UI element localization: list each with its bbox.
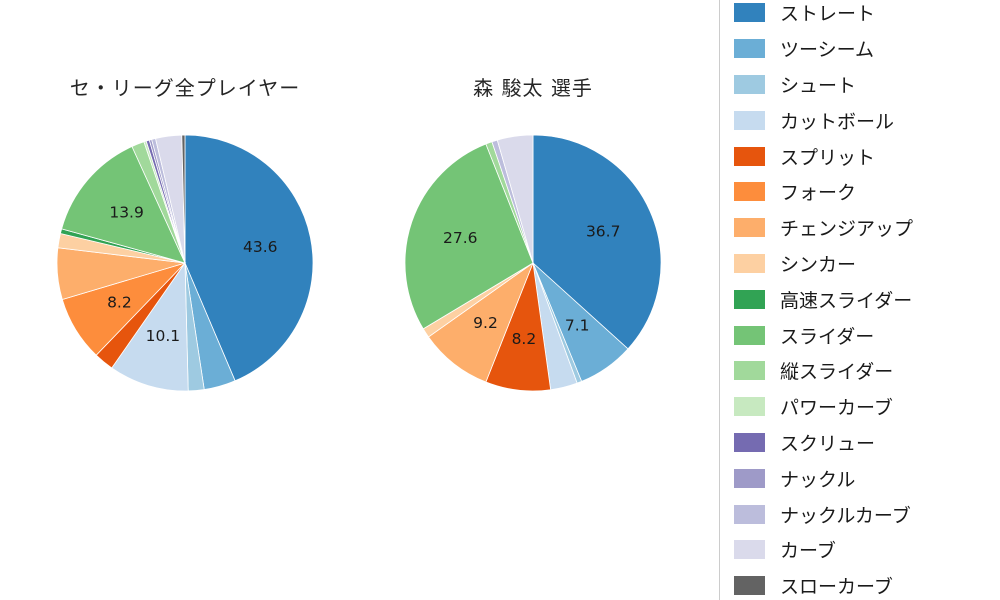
legend-item-label: ナックル bbox=[780, 468, 856, 491]
legend-item: スクリュー bbox=[734, 425, 1000, 461]
pie-slice-label: 10.1 bbox=[146, 327, 181, 345]
pie-slice-label: 9.2 bbox=[473, 314, 498, 332]
pie-slice-label: 13.9 bbox=[109, 204, 144, 222]
pie-slice-カーブ bbox=[496, 134, 534, 264]
pie-slice-label: 43.6 bbox=[243, 238, 278, 256]
legend-item: ストレート bbox=[734, 0, 1000, 31]
legend-item: ナックルカーブ bbox=[734, 496, 1000, 532]
legend-swatch bbox=[734, 325, 765, 345]
legend-item-label: スプリット bbox=[780, 146, 876, 169]
legend-swatch bbox=[734, 576, 765, 596]
pie-chart-league-all-players: 43.6 10.1 8.2 13.9 bbox=[56, 134, 314, 392]
legend-swatch bbox=[734, 397, 765, 417]
legend-swatch bbox=[734, 146, 765, 166]
pie-slice-ストレート bbox=[532, 134, 662, 350]
legend-swatch bbox=[734, 504, 765, 524]
legend-swatch bbox=[734, 253, 765, 273]
legend-item: シュート bbox=[734, 67, 1000, 103]
legend-swatch bbox=[734, 39, 765, 59]
right-chart-title: 森 駿太 選手 bbox=[473, 76, 593, 100]
legend-swatch bbox=[734, 432, 765, 452]
pie-chart-player-mori-shunta: 36.7 7.1 8.2 9.2 27.6 bbox=[404, 134, 662, 392]
legend-item: シンカー bbox=[734, 246, 1000, 282]
legend-item: ナックル bbox=[734, 460, 1000, 496]
legend-item: 縦スライダー bbox=[734, 353, 1000, 389]
legend-swatch bbox=[734, 468, 765, 488]
legend-item: カットボール bbox=[734, 102, 1000, 138]
pie-slice-label: 27.6 bbox=[443, 229, 478, 247]
legend-item: チェンジアップ bbox=[734, 210, 1000, 246]
pie-slice-スライダー bbox=[404, 143, 534, 330]
legend-item-label: パワーカーブ bbox=[780, 397, 893, 420]
legend-item-label: 縦スライダー bbox=[780, 361, 894, 384]
legend-swatch bbox=[734, 3, 765, 23]
legend-item-label: カットボール bbox=[780, 110, 895, 133]
pie-slice-スライダー bbox=[61, 145, 186, 264]
legend-item: スローカーブ bbox=[734, 568, 1000, 600]
legend-swatch bbox=[734, 361, 765, 381]
legend-item: パワーカーブ bbox=[734, 389, 1000, 425]
legend-swatch bbox=[734, 182, 765, 202]
legend-item-label: チェンジアップ bbox=[780, 218, 914, 241]
legend-item: ツーシーム bbox=[734, 31, 1000, 67]
legend-swatch bbox=[734, 218, 765, 238]
legend-item-label: ナックルカーブ bbox=[780, 504, 911, 527]
legend-item-label: スローカーブ bbox=[780, 576, 893, 599]
legend-swatch bbox=[734, 540, 765, 560]
legend-item: カーブ bbox=[734, 532, 1000, 568]
legend-item-label: フォーク bbox=[780, 182, 857, 205]
legend-swatch bbox=[734, 74, 765, 94]
legend-item-label: ストレート bbox=[780, 3, 876, 26]
left-chart-title: セ・リーグ全プレイヤー bbox=[69, 76, 301, 100]
pie-slice-label: 36.7 bbox=[586, 222, 621, 240]
legend-item-label: スライダー bbox=[780, 325, 875, 348]
pitch-type-legend: ストレートツーシームシュートカットボール スプリットフォークチェンジアップ シンカー… bbox=[719, 0, 1000, 600]
pie-slice-ストレート bbox=[184, 134, 314, 382]
legend-item: スプリット bbox=[734, 138, 1000, 174]
legend-item-label: シュート bbox=[780, 74, 857, 97]
legend-item-label: カーブ bbox=[780, 540, 836, 563]
pie-slice-label: 8.2 bbox=[107, 293, 132, 311]
legend-item-label: ツーシーム bbox=[780, 39, 875, 62]
legend-item-label: シンカー bbox=[780, 253, 857, 276]
pie-slice-カットボール bbox=[111, 261, 189, 392]
pie-slice-スローカーブ bbox=[181, 134, 186, 264]
legend-item: 高速スライダー bbox=[734, 281, 1000, 317]
legend-item: フォーク bbox=[734, 174, 1000, 210]
legend-item-label: 高速スライダー bbox=[780, 289, 913, 312]
pie-slice-label: 8.2 bbox=[512, 330, 537, 348]
pie-slice-label: 7.1 bbox=[565, 316, 590, 334]
legend-item: スライダー bbox=[734, 317, 1000, 353]
legend-item-label: スクリュー bbox=[780, 432, 876, 455]
legend-swatch bbox=[734, 110, 765, 130]
legend-swatch bbox=[734, 289, 765, 309]
